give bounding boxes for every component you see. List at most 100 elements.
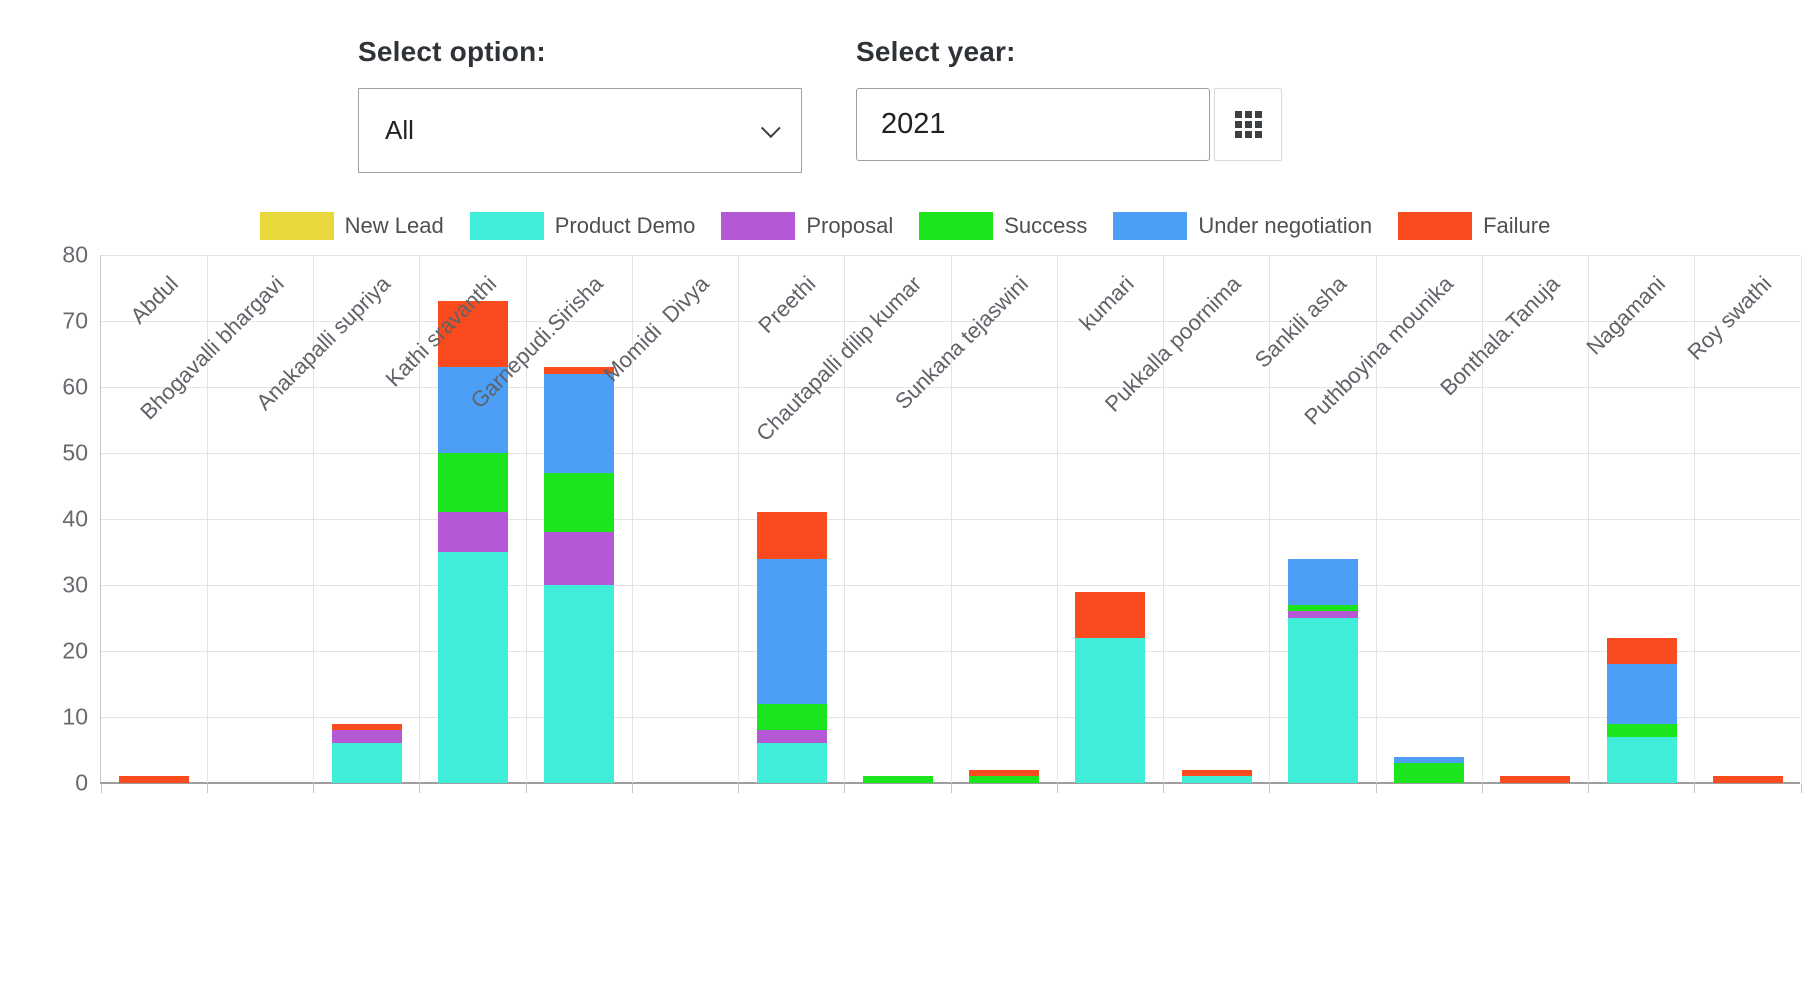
bar-segment[interactable] [437, 453, 508, 513]
bar-segment[interactable] [331, 723, 402, 731]
bar-segment[interactable] [119, 776, 190, 783]
x-axis-tick [950, 784, 952, 793]
bar-segment[interactable] [437, 301, 508, 368]
x-axis-tick [1481, 784, 1483, 793]
bar-segment[interactable] [1606, 736, 1677, 783]
bar-segment[interactable] [331, 743, 402, 783]
x-axis-tick [100, 784, 102, 793]
v-gridline [313, 255, 314, 783]
chevron-down-icon [760, 117, 781, 138]
bar-segment[interactable] [1287, 604, 1358, 612]
bar-segment[interactable] [1287, 558, 1358, 605]
bar-segment[interactable] [1181, 776, 1252, 783]
bar-segment[interactable] [544, 373, 615, 473]
x-axis-category-label: Roy swathi [1682, 271, 1777, 365]
x-axis-category-label: Nagamani [1581, 271, 1671, 360]
y-axis-tick-label: 10 [62, 703, 88, 730]
x-axis-category-label: Momidi Divya [598, 271, 715, 387]
v-gridline [1163, 255, 1164, 783]
legend-label: Success [1004, 213, 1088, 238]
bar-segment[interactable] [437, 552, 508, 783]
x-axis-tick [419, 784, 421, 793]
legend-swatch [469, 212, 544, 240]
v-gridline [1269, 255, 1271, 783]
x-axis-tick [313, 784, 314, 793]
bar-segment[interactable] [437, 512, 508, 552]
bar-segment[interactable] [756, 703, 827, 731]
legend-item[interactable]: Proposal [721, 212, 893, 240]
bar-segment[interactable] [1075, 637, 1146, 783]
y-axis-tick-label: 50 [62, 439, 88, 466]
year-input-wrap [856, 88, 1210, 161]
bar-segment[interactable] [969, 776, 1040, 783]
x-axis-category-label: Sankili asha [1249, 271, 1352, 373]
bar-segment[interactable] [1606, 723, 1677, 737]
x-axis-tick [525, 784, 527, 793]
legend-label: New Lead [344, 213, 444, 238]
bar-segment[interactable] [756, 730, 827, 744]
y-axis-tick-label: 0 [75, 769, 88, 796]
legend-label: Under negotiation [1198, 213, 1373, 238]
year-input[interactable] [857, 89, 1209, 160]
y-axis-tick-label: 40 [62, 505, 88, 532]
y-axis-tick-label: 70 [62, 307, 88, 334]
x-axis-tick [1694, 784, 1696, 793]
bar-segment[interactable] [1287, 618, 1358, 783]
bar-segment[interactable] [1287, 611, 1358, 618]
x-axis-tick [738, 784, 739, 793]
bar-segment[interactable] [544, 367, 615, 374]
v-gridline [1481, 255, 1483, 783]
legend-item[interactable]: Failure [1398, 212, 1550, 240]
bar-segment[interactable] [1181, 769, 1252, 777]
v-gridline [844, 255, 846, 783]
v-gridline [950, 255, 952, 783]
bar-segment[interactable] [1075, 591, 1146, 638]
y-axis-tick-label: 80 [62, 241, 88, 268]
y-axis-tick-label: 20 [62, 637, 88, 664]
legend-swatch [919, 212, 994, 240]
bar-segment[interactable] [1606, 637, 1677, 665]
bar-segment[interactable] [331, 730, 402, 744]
grid-icon [1234, 111, 1262, 138]
v-gridline [206, 255, 208, 783]
x-axis-line [100, 782, 1800, 784]
v-gridline [1375, 255, 1377, 783]
plot-area: 0 10 20 30 40 50 60 70 80 Abdul Bhogavalli bhargav… [62, 242, 1802, 796]
x-axis-tick [844, 784, 846, 793]
v-gridline [1800, 255, 1802, 783]
bar-segment[interactable] [756, 558, 827, 704]
bar-segment[interactable] [1394, 756, 1465, 764]
legend-label: Product Demo [554, 213, 696, 238]
bar-segment[interactable] [544, 585, 615, 783]
year-picker-button[interactable] [1214, 88, 1282, 161]
bar-segment[interactable] [756, 743, 827, 783]
bar-segment[interactable] [969, 769, 1040, 777]
bar-segment[interactable] [1606, 664, 1677, 724]
bar-segment[interactable] [1394, 763, 1465, 783]
x-axis-tick [1375, 784, 1377, 793]
bar-segment[interactable] [544, 472, 615, 533]
select-option-label: Select option: [358, 36, 546, 67]
bar-segment[interactable] [862, 776, 933, 783]
legend-item[interactable]: Product Demo [469, 212, 696, 240]
bar-segment[interactable] [756, 512, 827, 559]
legend-item[interactable]: Under negotiation [1113, 212, 1372, 240]
bar-segment[interactable] [437, 367, 508, 453]
legend-item[interactable]: New Lead [259, 212, 444, 240]
legend-swatch [1398, 212, 1473, 240]
bar-segment[interactable] [544, 532, 615, 585]
v-gridline [1588, 255, 1589, 783]
select-year-label: Select year: [856, 36, 1016, 67]
x-axis-tick [631, 784, 633, 793]
y-axis-tick-label: 30 [62, 571, 88, 598]
x-axis-tick [1163, 784, 1164, 793]
x-axis-tick [1269, 784, 1271, 793]
bar-segment[interactable] [1500, 776, 1571, 783]
option-select[interactable]: All [358, 88, 802, 173]
v-gridline [1056, 255, 1058, 783]
bar-segment[interactable] [1712, 776, 1783, 783]
y-axis-tick-label: 60 [62, 373, 88, 400]
legend-label: Failure [1483, 213, 1551, 238]
legend-item[interactable]: Success [919, 212, 1087, 240]
v-gridline [419, 255, 421, 783]
